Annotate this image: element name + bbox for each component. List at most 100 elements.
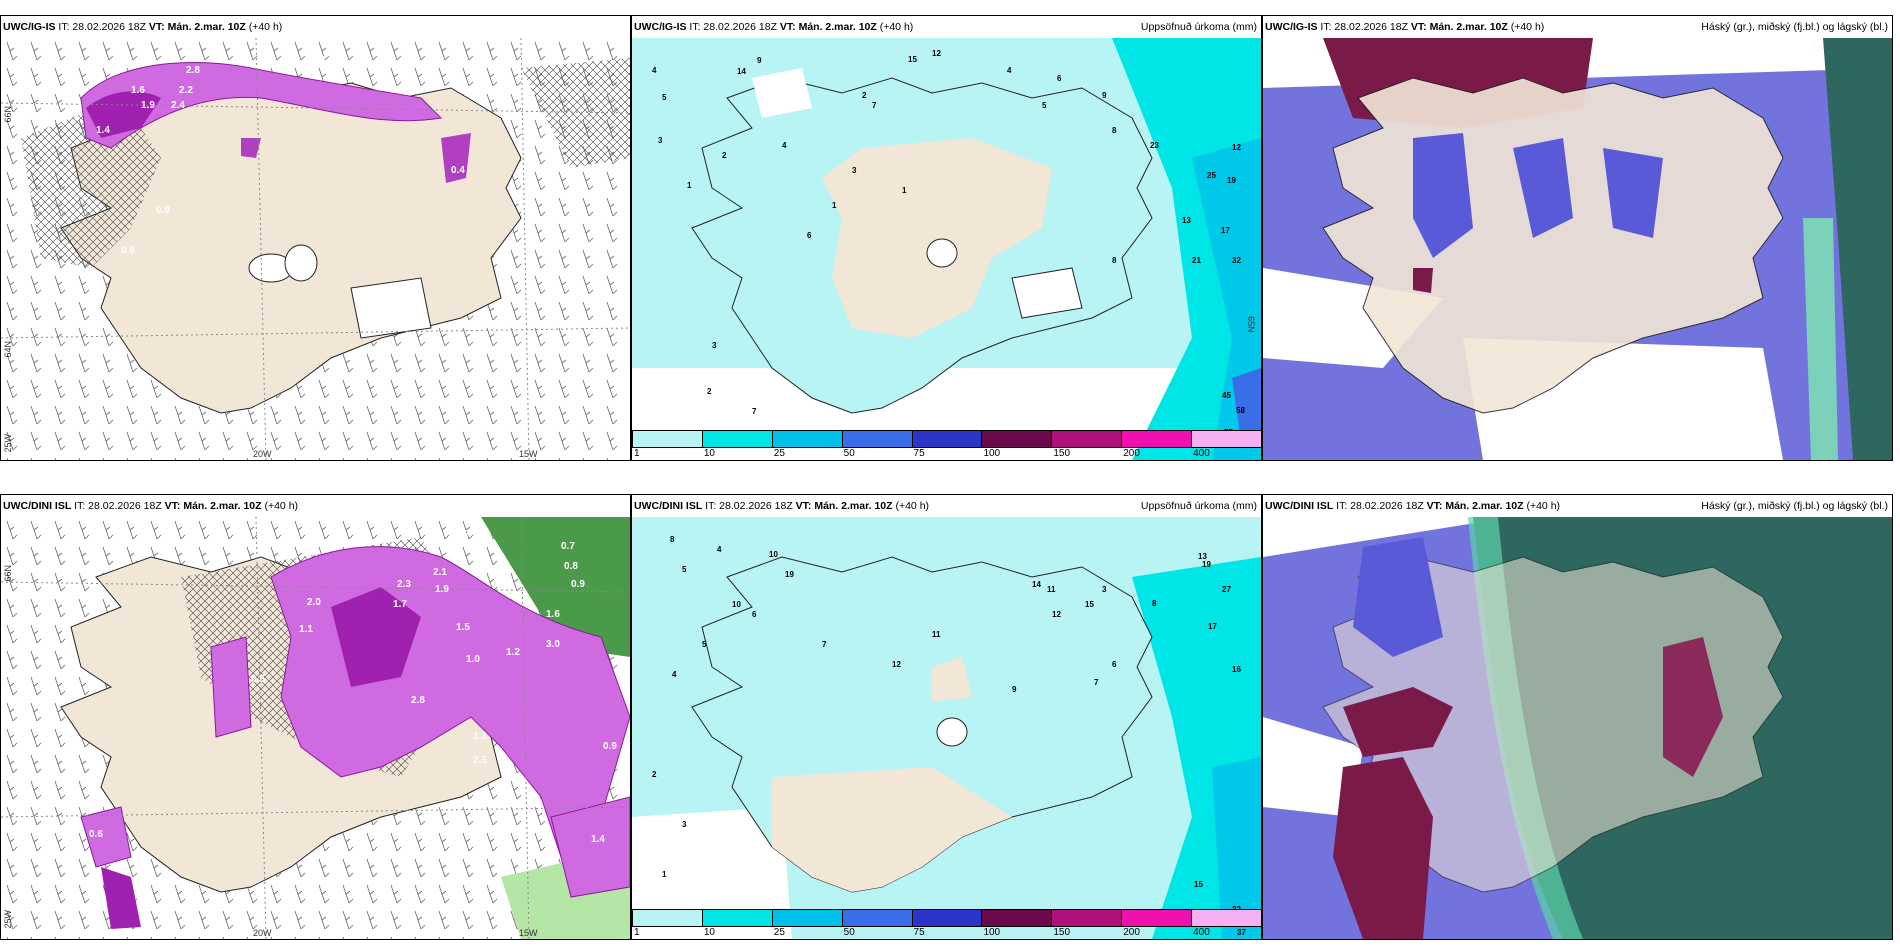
icing-value: 0.6 <box>89 829 103 840</box>
hatched-area <box>21 98 161 268</box>
lead-time: (+40 h) <box>879 21 914 33</box>
valid-time: VT: Mán. 2.mar. 10Z <box>1410 21 1508 33</box>
lon-label: 20W <box>253 928 272 938</box>
icing-value: 0.4 <box>451 165 465 176</box>
icing-value: 1.6 <box>546 609 560 620</box>
precip-value: 17 <box>1208 622 1217 631</box>
precip-value: 3 <box>712 341 717 350</box>
precip-value: 10 <box>769 550 778 559</box>
precip-value: 12 <box>1052 610 1061 619</box>
panel-header: UWC/DINI ISL IT: 28.02.2026 18Z VT: Mán.… <box>1 495 630 517</box>
icing-value: 1.4 <box>591 834 605 845</box>
cloud-map <box>1263 517 1892 939</box>
valid-time: VT: Mán. 2.mar. 10Z <box>795 500 893 512</box>
precip-value: 37 <box>1237 928 1246 937</box>
model-id: UWC/DINI ISL <box>3 500 72 512</box>
precip-value: 4 <box>1007 66 1012 75</box>
precip-value: 7 <box>1094 678 1099 687</box>
precip-map: 8 4 5 10 19 14 11 12 15 3 7 8 6 9 13 27 … <box>632 517 1261 939</box>
legend-label: 1 <box>634 448 640 459</box>
precip-value: 3 <box>658 136 663 145</box>
precip-value: 4 <box>782 141 787 150</box>
icing-value: 2.3 <box>397 579 411 590</box>
icing-value: 3.0 <box>546 639 560 650</box>
icing-value: 1.6 <box>131 85 145 96</box>
precip-value: 15 <box>1085 600 1094 609</box>
legend-swatch <box>981 909 1053 927</box>
precip-value: 16 <box>1232 665 1241 674</box>
precip-value: 3 <box>682 820 687 829</box>
model-id: UWC/DINI ISL <box>1265 500 1334 512</box>
icing-value: 2.2 <box>179 85 193 96</box>
precip-value: 2 <box>862 91 867 100</box>
panel-top-middle-precip: UWC/IG-IS IT: 28.02.2026 18Z VT: Mán. 2.… <box>631 15 1262 461</box>
panel-header: UWC/IG-IS IT: 28.02.2026 18Z VT: Mán. 2.… <box>632 16 1261 38</box>
lon-label: 15W <box>519 928 538 938</box>
valid-time: VT: Mán. 2.mar. 10Z <box>1426 500 1524 512</box>
precip-legend: 1 10 25 50 75 100 150 200 400 <box>632 909 1261 939</box>
legend-swatch <box>981 430 1053 448</box>
precip-value: 27 <box>1222 585 1231 594</box>
legend-swatch <box>701 430 773 448</box>
panel-field-title: Háský (gr.), miðský (fj.bl.) og lágský (… <box>1701 500 1888 512</box>
precip-value: 2 <box>652 770 657 779</box>
icing-value: 2.5 <box>473 755 487 766</box>
map-area: 8 4 5 10 19 14 11 12 15 3 7 8 6 9 13 27 … <box>632 517 1261 939</box>
precip-value: 8 <box>1152 599 1157 608</box>
panel-field-title: Uppsöfnuð úrkoma (mm) <box>1140 21 1257 33</box>
lon-label: 25W <box>3 434 13 453</box>
precip-value: 14 <box>737 67 746 76</box>
lat-label: 65N <box>1246 316 1256 333</box>
precip-value: 11 <box>1047 585 1056 594</box>
lead-time: (+40 h) <box>1510 21 1545 33</box>
precip-value: 5 <box>702 640 707 649</box>
legend-swatch <box>911 909 983 927</box>
panel-header: UWC/DINI ISL IT: 28.02.2026 18Z VT: Mán.… <box>1263 495 1892 517</box>
legend-label: 25 <box>773 448 785 459</box>
lead-time: (+40 h) <box>1526 500 1561 512</box>
panel-header: UWC/IG-IS IT: 28.02.2026 18Z VT: Mán. 2.… <box>1 16 630 38</box>
legend-swatch <box>911 430 983 448</box>
cloud-map <box>1263 38 1892 460</box>
panel-bottom-middle-precip: UWC/DINI ISL IT: 28.02.2026 18Z VT: Mán.… <box>631 494 1262 940</box>
icing-value: 0.5 <box>251 674 265 685</box>
precip-value: 7 <box>822 640 827 649</box>
precip-map: 4 5 3 9 14 12 15 4 6 9 8 5 7 2 1 3 1 6 2… <box>632 38 1261 460</box>
precip-value: 12 <box>932 49 941 58</box>
map-area: 2.8 2.2 2.4 1.6 1.9 1.4 1.3 0.9 0.4 0.6 <box>1 38 630 460</box>
precip-value: 8 <box>1112 256 1117 265</box>
valid-time: VT: Mán. 2.mar. 10Z <box>779 21 877 33</box>
icing-value: 1.0 <box>466 654 480 665</box>
precip-value: 21 <box>1192 256 1201 265</box>
precip-value: 9 <box>1012 685 1017 694</box>
precip-value: 5 <box>682 565 687 574</box>
precip-value: 15 <box>1194 880 1203 889</box>
precip-value: 12 <box>1232 143 1241 152</box>
precip-value: 11 <box>932 630 941 639</box>
icing-value: 1.7 <box>393 599 407 610</box>
precip-value: 8 <box>1112 126 1117 135</box>
precip-value: 19 <box>1227 176 1236 185</box>
icing-value: 2.4 <box>171 100 185 111</box>
legend-label: 10 <box>703 448 715 459</box>
legend-label: 400 <box>1193 448 1210 459</box>
precip-value: 19 <box>785 570 794 579</box>
legend-label: 1 <box>634 927 640 938</box>
lat-label: 66N <box>3 565 13 582</box>
icing-value: 2.0 <box>307 597 321 608</box>
precip-value: 14 <box>1032 580 1041 589</box>
icing-value: 1.9 <box>435 584 449 595</box>
precip-value: 1 <box>902 186 907 195</box>
lead-time: (+40 h) <box>895 500 930 512</box>
model-id: UWC/IG-IS <box>1265 21 1318 33</box>
legend-swatch <box>632 430 703 448</box>
icing-value: 2.8 <box>186 65 200 76</box>
icing-value: 0.6 <box>121 245 135 256</box>
icing-value: 0.9 <box>603 741 617 752</box>
precip-value: 12 <box>892 660 901 669</box>
icing-value: 0.8 <box>564 561 578 572</box>
lon-label: 15W <box>519 449 538 459</box>
icing-value: 1.3 <box>473 731 487 742</box>
precip-value: 6 <box>807 231 812 240</box>
precip-value: 1 <box>832 201 837 210</box>
